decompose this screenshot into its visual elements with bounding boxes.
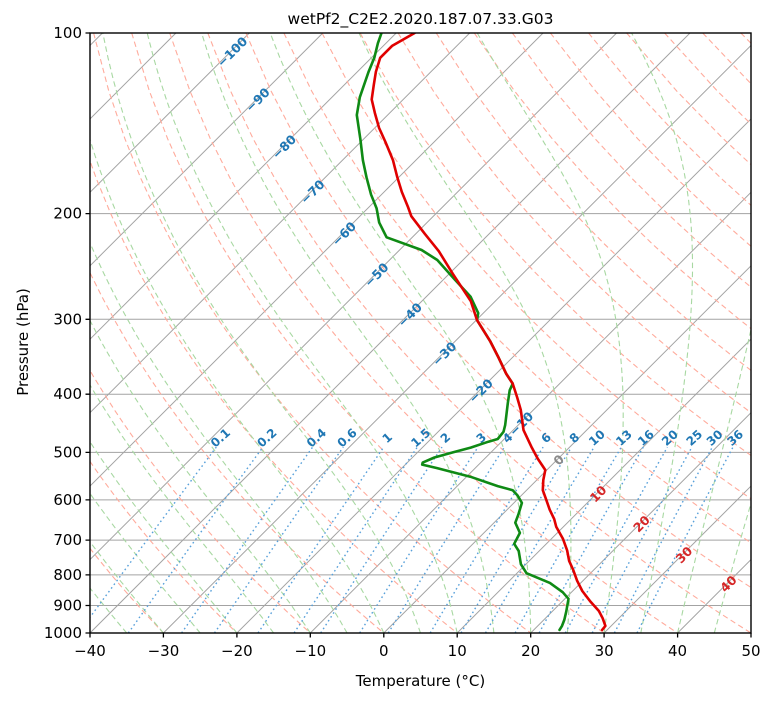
- isotherm-label: −100: [214, 33, 251, 70]
- x-tick-label: −40: [74, 642, 106, 660]
- x-tick-label: 20: [521, 642, 540, 660]
- isotherm-label: 30: [672, 543, 695, 566]
- temperature-curve: [370, 33, 607, 632]
- isotherm-label: −20: [466, 375, 497, 406]
- mixing-ratio-label: 30: [704, 427, 726, 449]
- x-tick-label: 0: [379, 642, 389, 660]
- mixing-ratio-label: 1: [380, 430, 396, 446]
- chart-title: wetPf2_C2E2.2020.187.07.33.G03: [287, 10, 554, 28]
- mixing-ratio-label: 25: [683, 427, 705, 449]
- x-tick-label: −10: [295, 642, 327, 660]
- mixing-ratio-label: 10: [586, 427, 608, 449]
- x-tick-label: −20: [221, 642, 253, 660]
- moist-adiabats: [90, 33, 751, 633]
- dry-adiabats: [90, 33, 751, 633]
- isotherm-label: −50: [361, 259, 392, 290]
- y-tick-label: 100: [53, 24, 82, 42]
- y-tick-label: 700: [53, 531, 82, 549]
- x-tick-labels: −40 −30 −20 −10 0 10 20 30 40 50: [74, 642, 760, 660]
- mixing-ratio-label: 0.6: [335, 426, 360, 451]
- y-tick-label: 400: [53, 385, 82, 403]
- mixing-ratio-label: 8: [567, 430, 583, 446]
- x-tick-label: −30: [148, 642, 180, 660]
- y-tick-label: 300: [53, 310, 82, 328]
- isotherm-label: 0: [550, 451, 567, 468]
- isotherm-label: −80: [269, 131, 300, 162]
- mixing-ratio-label: 6: [538, 430, 554, 446]
- x-axis-label: Temperature (°C): [355, 672, 486, 690]
- pressure-gridlines: [90, 33, 751, 633]
- isotherm-label: 10: [587, 482, 610, 505]
- plot-area: −100−90−80−70−60−50−40−30−20−10010203040…: [90, 33, 751, 633]
- mixing-ratio-label: 2: [438, 430, 454, 446]
- isotherm-label: 40: [717, 572, 740, 595]
- x-tick-label: 30: [595, 642, 614, 660]
- mixing-ratio-lines: [90, 446, 734, 633]
- y-tick-label: 900: [53, 597, 82, 615]
- isotherm-label: −70: [297, 176, 328, 207]
- isotherms: [90, 33, 751, 633]
- y-axis-label: Pressure (hPa): [14, 288, 32, 396]
- y-tick-label: 800: [53, 566, 82, 584]
- mixing-ratio-label: 1.5: [408, 426, 433, 451]
- y-tick-label: 200: [53, 205, 82, 223]
- mixing-ratio-label: 0.1: [208, 426, 233, 451]
- y-tick-label: 1000: [44, 624, 82, 642]
- isotherm-label: −30: [429, 338, 460, 369]
- isotherm-label: −60: [329, 218, 360, 249]
- x-tick-label: 50: [741, 642, 760, 660]
- isotherm-label: −40: [395, 299, 426, 330]
- isotherm-label: −90: [242, 84, 273, 115]
- x-tick-label: 10: [448, 642, 467, 660]
- y-tick-labels: 100 200 300 400 500 600 700 800 900 1000: [44, 24, 82, 642]
- axis-spine: [89, 32, 752, 634]
- isotherm-label: 20: [630, 512, 653, 535]
- y-tick-label: 600: [53, 491, 82, 509]
- mixing-ratio-label: 13: [613, 427, 635, 449]
- x-tick-label: 40: [668, 642, 687, 660]
- mixing-ratio-label: 0.4: [304, 426, 329, 451]
- mixing-ratio-label: 16: [635, 427, 657, 449]
- y-tick-label: 500: [53, 443, 82, 461]
- axis-ticks: [85, 32, 752, 638]
- dewpoint-curve: [355, 33, 570, 632]
